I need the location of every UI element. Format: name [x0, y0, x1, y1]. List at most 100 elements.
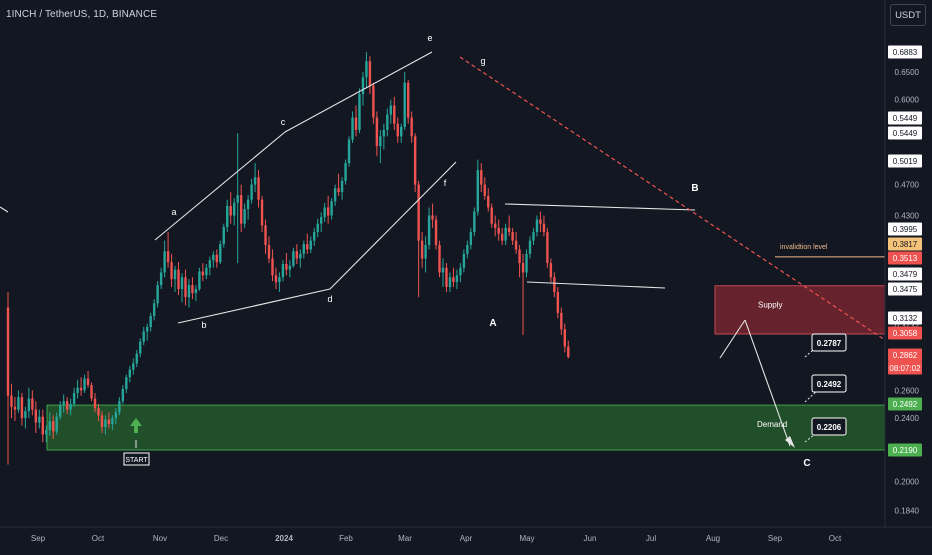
candle-body [243, 209, 246, 224]
candle-body [121, 389, 125, 402]
currency-button[interactable]: USDT [890, 4, 926, 26]
candle-body [159, 272, 163, 286]
candle-body [125, 377, 128, 390]
candle [191, 277, 194, 300]
price-label-text: 0.3995 [893, 225, 918, 234]
candle [180, 273, 184, 303]
candle-body [302, 244, 305, 254]
wave-label-C: C [803, 458, 810, 469]
candle-body [420, 240, 424, 259]
supply-label: Supply [758, 300, 782, 309]
x-tick-label: May [519, 534, 534, 543]
candle [438, 240, 441, 278]
symbol-header: 1INCH / TetherUS, 1D, BINANCE [6, 9, 158, 20]
candle-body [97, 408, 100, 416]
candle-body [511, 232, 514, 241]
candle [125, 374, 128, 394]
candle [271, 249, 274, 282]
candle-body [518, 249, 521, 264]
candle [201, 263, 205, 282]
y-tick-label: 0.2600 [895, 386, 920, 395]
candle-body [194, 289, 198, 294]
candle [549, 258, 553, 283]
candle-body [483, 184, 486, 196]
candle-body [438, 245, 441, 273]
candle-body [403, 82, 406, 127]
candle [24, 406, 27, 429]
projection-line [744, 319, 791, 447]
candle-body [417, 184, 420, 241]
price-label [888, 111, 922, 125]
candle [45, 425, 48, 443]
candle-body [525, 253, 528, 273]
price-label [888, 154, 922, 168]
candle [295, 244, 299, 264]
candle [365, 52, 368, 89]
candle [132, 358, 135, 375]
candle [500, 227, 504, 246]
wave-label-f: f [444, 178, 447, 188]
candle [445, 263, 448, 293]
candle [386, 108, 389, 137]
flag-upper-line [504, 203, 696, 211]
candle-body [476, 170, 479, 212]
candle-body [487, 195, 490, 208]
candle [233, 198, 236, 226]
candle [306, 233, 309, 254]
candle-body [295, 251, 299, 259]
candle [173, 265, 177, 293]
candle [490, 203, 493, 228]
candle-body [107, 419, 111, 425]
candle [504, 223, 507, 246]
candle-body [17, 397, 20, 410]
candle [466, 240, 469, 259]
candle [72, 387, 76, 407]
candle [288, 260, 292, 278]
candle-body [198, 271, 201, 290]
candle-body [375, 117, 379, 147]
candle [292, 247, 295, 268]
wave-label-B: B [691, 183, 698, 194]
candle [10, 383, 13, 419]
candle [518, 245, 521, 278]
candle [239, 184, 243, 233]
candle-body [320, 217, 323, 224]
price-label-text: 0.2862 [893, 351, 918, 360]
candle-body [139, 341, 142, 354]
candle-body [306, 244, 309, 250]
candle [205, 263, 208, 280]
candle [441, 258, 445, 288]
candle-body [452, 277, 455, 283]
candle [156, 281, 159, 308]
candle-body [152, 303, 156, 317]
candle [389, 99, 392, 124]
candle [142, 326, 145, 346]
y-tick-label: 0.1840 [895, 507, 920, 516]
candle-body [48, 421, 51, 430]
candle [76, 379, 79, 399]
candle-body [504, 227, 507, 241]
candle-body [24, 411, 27, 419]
candle [177, 262, 180, 296]
candle-body [521, 263, 525, 273]
candle [135, 350, 138, 368]
candle-body [549, 263, 553, 278]
candle [97, 403, 100, 422]
candle-body [500, 233, 504, 241]
channel-lower-line [177, 288, 331, 324]
candle-body [90, 385, 93, 399]
candle-body [448, 277, 452, 288]
candle [407, 80, 410, 124]
candle [452, 267, 455, 288]
price-label [888, 348, 922, 362]
candle [535, 215, 539, 237]
candle-body [250, 184, 253, 200]
candle [243, 203, 246, 228]
candle [194, 285, 198, 302]
candle-body [507, 227, 511, 233]
candle-body [72, 393, 76, 404]
candle-body [142, 331, 145, 342]
candle [184, 269, 187, 306]
